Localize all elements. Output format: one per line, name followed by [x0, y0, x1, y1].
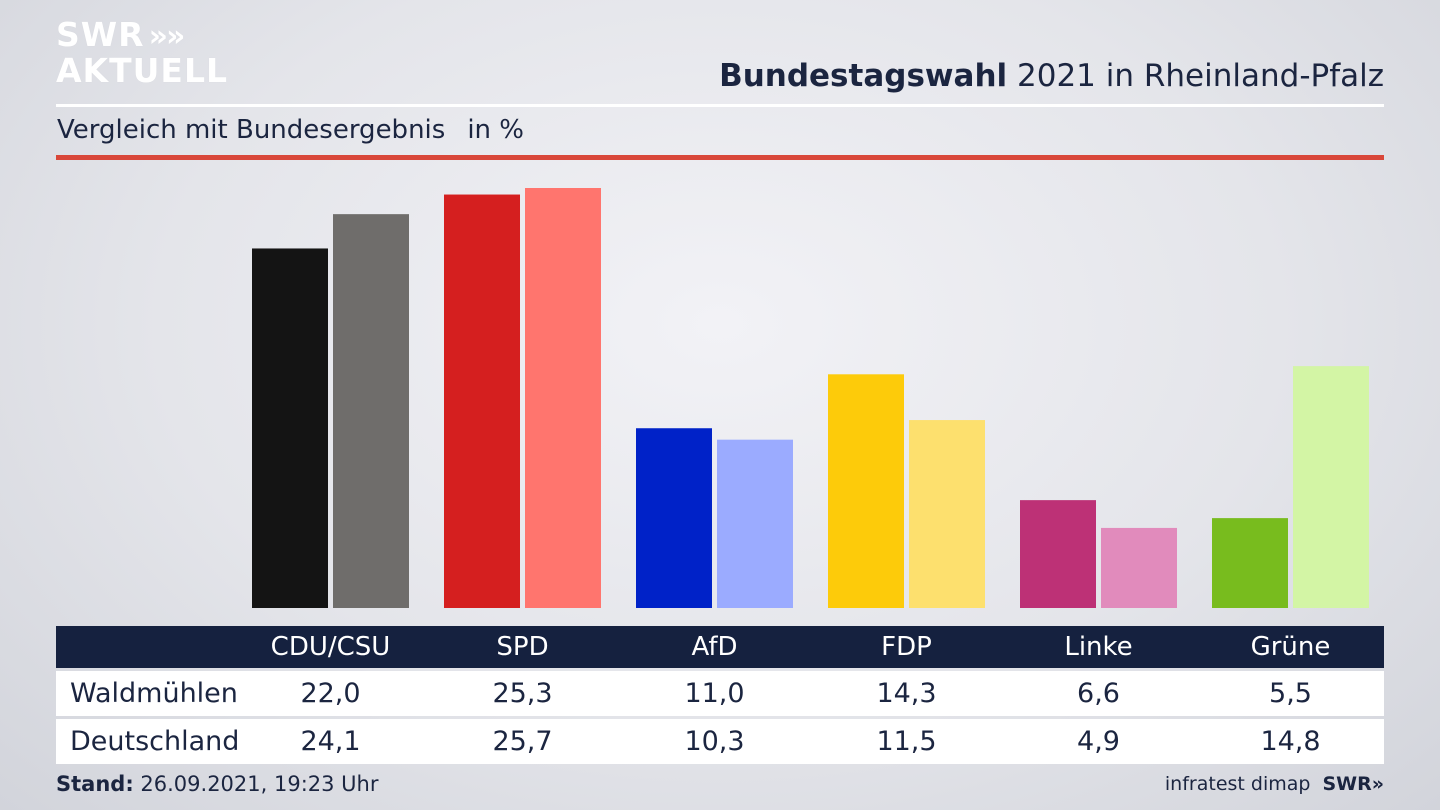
subtitle-text: Vergleich mit Bundesergebnis	[57, 115, 446, 145]
bar-gr-ne-waldmuehlen	[1212, 518, 1288, 608]
results-table: CDU/CSU SPD AfD FDP Linke Grüne Waldmühlen 22,…	[56, 626, 1384, 764]
table-cell: 11,5	[876, 726, 937, 757]
stand-label: Stand:	[56, 772, 134, 796]
bar-spd-deutschland	[525, 188, 601, 608]
bar-linke-waldmuehlen	[1020, 500, 1096, 608]
bar-afd-deutschland	[717, 439, 793, 608]
bar-linke-deutschland	[1101, 527, 1177, 608]
title-divider	[56, 104, 1384, 107]
chart-subtitle: Vergleich mit Bundesergebnis in %	[57, 115, 524, 145]
unit-label: in %	[467, 115, 524, 145]
bar-fdp-waldmuehlen	[828, 374, 904, 608]
table-cell: 4,9	[1077, 726, 1120, 757]
bar-chart	[252, 188, 1369, 608]
table-cell: 24,1	[300, 726, 361, 757]
column-header-fdp: FDP	[881, 632, 932, 662]
table-cell: 22,0	[300, 678, 361, 709]
table-cell: 6,6	[1077, 678, 1120, 709]
title-rest: 2021 in Rheinland-Pfalz	[1007, 58, 1384, 94]
column-header-spd: SPD	[496, 632, 549, 662]
swr-aktuell-logo: SWR»» AKTUELL	[56, 18, 228, 88]
table-cell: 14,3	[876, 678, 937, 709]
accent-divider	[56, 155, 1384, 160]
table-header: CDU/CSU SPD AfD FDP Linke Grüne	[56, 626, 1384, 668]
bar-afd-waldmuehlen	[636, 428, 712, 608]
table-cell: 11,0	[684, 678, 745, 709]
logo-aktuell-text: AKTUELL	[56, 51, 229, 90]
bar-gr-ne-deutschland	[1293, 366, 1369, 608]
bar-cdu-csu-deutschland	[333, 214, 409, 608]
source-text: infratest dimap	[1164, 773, 1311, 795]
bar-cdu-csu-waldmuehlen	[252, 248, 328, 608]
row-label: Deutschland	[70, 726, 240, 757]
table-cell: 10,3	[684, 726, 745, 757]
table-row-waldmuehlen: Waldmühlen 22,0 25,3 11,0 14,3 6,6 5,5	[56, 671, 1384, 716]
swr-footer-logo: SWR»	[1322, 773, 1384, 795]
timestamp: Stand: 26.09.2021, 19:23 Uhr	[56, 772, 379, 796]
column-header-gr-ne: Grüne	[1250, 632, 1331, 662]
table-cell: 5,5	[1269, 678, 1312, 709]
table-cell: 25,7	[492, 726, 553, 757]
bar-spd-waldmuehlen	[444, 194, 520, 608]
title-bold: Bundestagswahl	[719, 58, 1008, 94]
page-title: Bundestagswahl 2021 in Rheinland-Pfalz	[719, 58, 1384, 94]
bar-fdp-deutschland	[909, 420, 985, 608]
column-header-afd: AfD	[691, 632, 738, 662]
column-header-linke: Linke	[1064, 632, 1133, 662]
column-header-cdu-csu: CDU/CSU	[270, 632, 391, 662]
row-label: Waldmühlen	[70, 678, 238, 709]
table-row-deutschland: Deutschland 24,1 25,7 10,3 11,5 4,9 14,8	[56, 719, 1384, 764]
table-cell: 14,8	[1260, 726, 1321, 757]
stand-value: 26.09.2021, 19:23 Uhr	[133, 772, 379, 796]
logo-swr-text: SWR	[56, 15, 145, 54]
source-credit: infratest dimap SWR»	[1165, 773, 1384, 795]
table-cell: 25,3	[492, 678, 553, 709]
